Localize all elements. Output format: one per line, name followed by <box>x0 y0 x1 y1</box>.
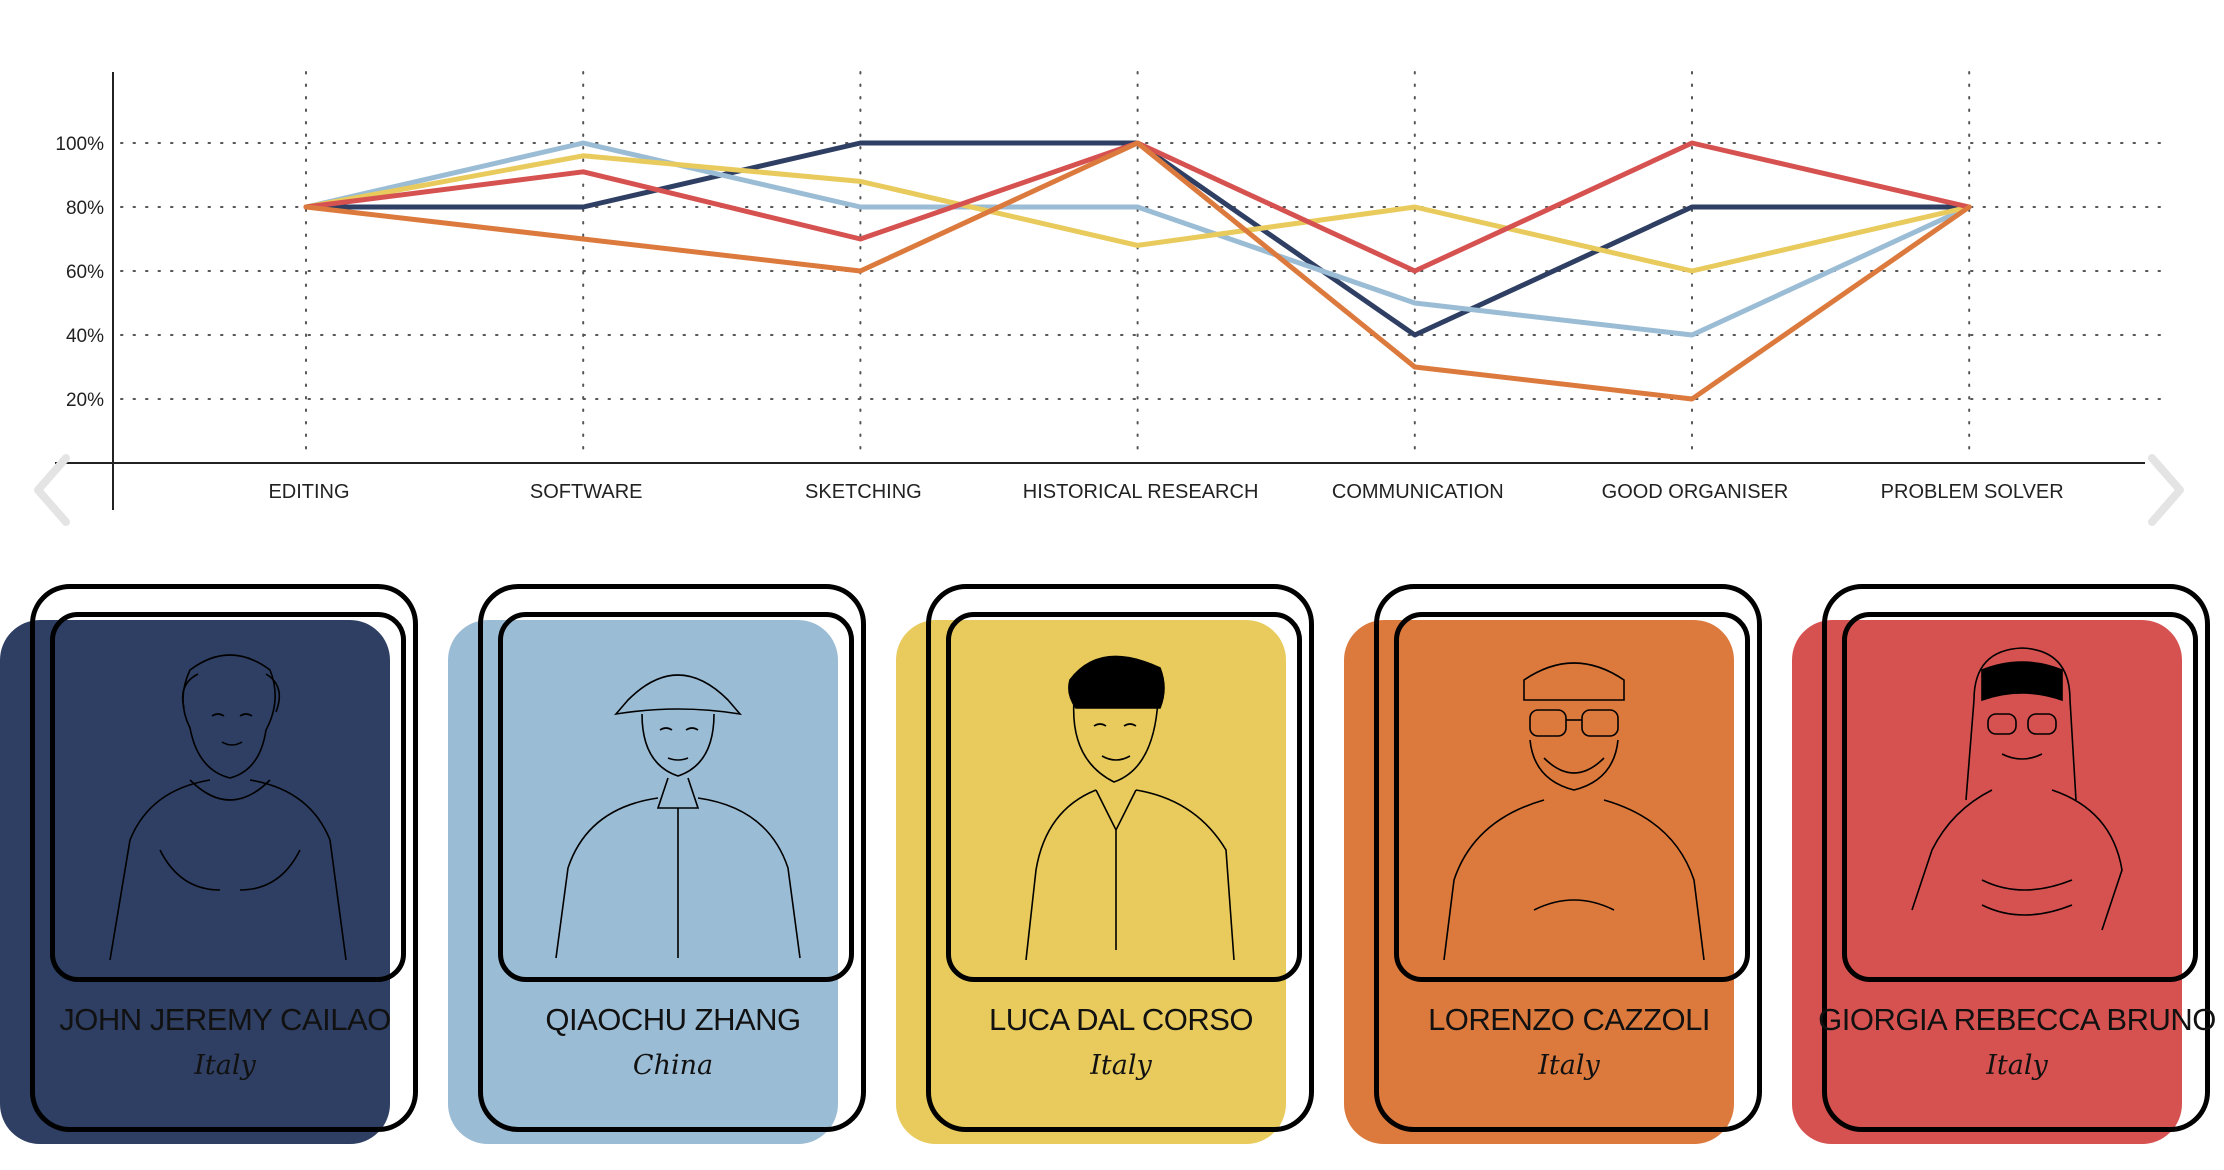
x-category-label: SKETCHING <box>805 481 922 503</box>
profile-country: Italy <box>1986 1050 2048 1081</box>
prev-arrow-button[interactable] <box>30 450 80 530</box>
profile-country: China <box>632 1050 714 1081</box>
card-background <box>0 620 390 1144</box>
profile-country: Italy <box>194 1050 256 1081</box>
x-category-label: SOFTWARE <box>530 481 643 503</box>
x-category-label: HISTORICAL RESEARCH <box>1023 481 1259 503</box>
y-tick-label: 100% <box>55 134 104 155</box>
profile-card[interactable]: LORENZO CAZZOLI Italy <box>1344 580 1792 1170</box>
y-tick-label: 80% <box>66 198 104 219</box>
card-outer-frame <box>1822 584 2210 1132</box>
profile-card[interactable]: JOHN JEREMY CAILAO Italy <box>0 580 448 1170</box>
card-inner-frame <box>1842 612 2198 982</box>
card-outer-frame <box>478 584 866 1132</box>
card-background <box>1344 620 1734 1144</box>
card-outer-frame <box>30 584 418 1132</box>
profile-name: LUCA DAL CORSO <box>988 1002 1254 1037</box>
chevron-left-icon <box>34 454 70 526</box>
portrait-sketch <box>1862 630 2182 965</box>
y-tick-label: 60% <box>66 262 104 283</box>
portrait-sketch <box>1414 630 1734 965</box>
profile-name: LORENZO CAZZOLI <box>1428 1002 1710 1037</box>
profile-card[interactable]: GIORGIA REBECCA BRUNO Italy <box>1792 580 2224 1170</box>
next-arrow-button[interactable] <box>2138 450 2188 530</box>
card-inner-frame <box>498 612 854 982</box>
card-outer-frame <box>1374 584 1762 1132</box>
y-tick-label: 40% <box>66 326 104 347</box>
profile-card[interactable]: QIAOCHU ZHANG China <box>448 580 896 1170</box>
profile-country: Italy <box>1090 1050 1152 1081</box>
profile-name: QIAOCHU ZHANG <box>545 1002 801 1037</box>
x-category-label: EDITING <box>268 481 349 503</box>
x-category-label: GOOD ORGANISER <box>1602 481 1789 503</box>
card-background <box>448 620 838 1144</box>
skills-line-chart: 20% 40% 60% 80% 100% EDITING SOFTWARE SKETCHING… <box>55 71 2166 510</box>
profile-card[interactable]: LUCA DAL CORSO Italy <box>896 580 1344 1170</box>
series-line-5 <box>303 140 1972 402</box>
portrait-sketch <box>70 630 390 965</box>
card-inner-frame <box>50 612 406 982</box>
chevron-right-icon <box>2148 454 2184 526</box>
profile-name: JOHN JEREMY CAILAO <box>59 1002 391 1037</box>
series-line-2 <box>303 140 1972 338</box>
portrait-sketch <box>518 630 838 965</box>
y-tick-label: 20% <box>66 390 104 411</box>
card-inner-frame <box>1394 612 1750 982</box>
profile-name: GIORGIA REBECCA BRUNO <box>1818 1002 2216 1037</box>
series-line-3 <box>303 153 1972 274</box>
profile-cards: JOHN JEREMY CAILAO Italy QIAOCHU ZHANG C… <box>0 580 2224 1170</box>
card-outer-frame <box>926 584 1314 1132</box>
card-inner-frame <box>946 612 1302 982</box>
x-category-label: COMMUNICATION <box>1332 481 1504 503</box>
portrait-sketch <box>966 630 1286 965</box>
x-category-label: PROBLEM SOLVER <box>1881 481 2064 503</box>
profile-country: Italy <box>1538 1050 1600 1081</box>
